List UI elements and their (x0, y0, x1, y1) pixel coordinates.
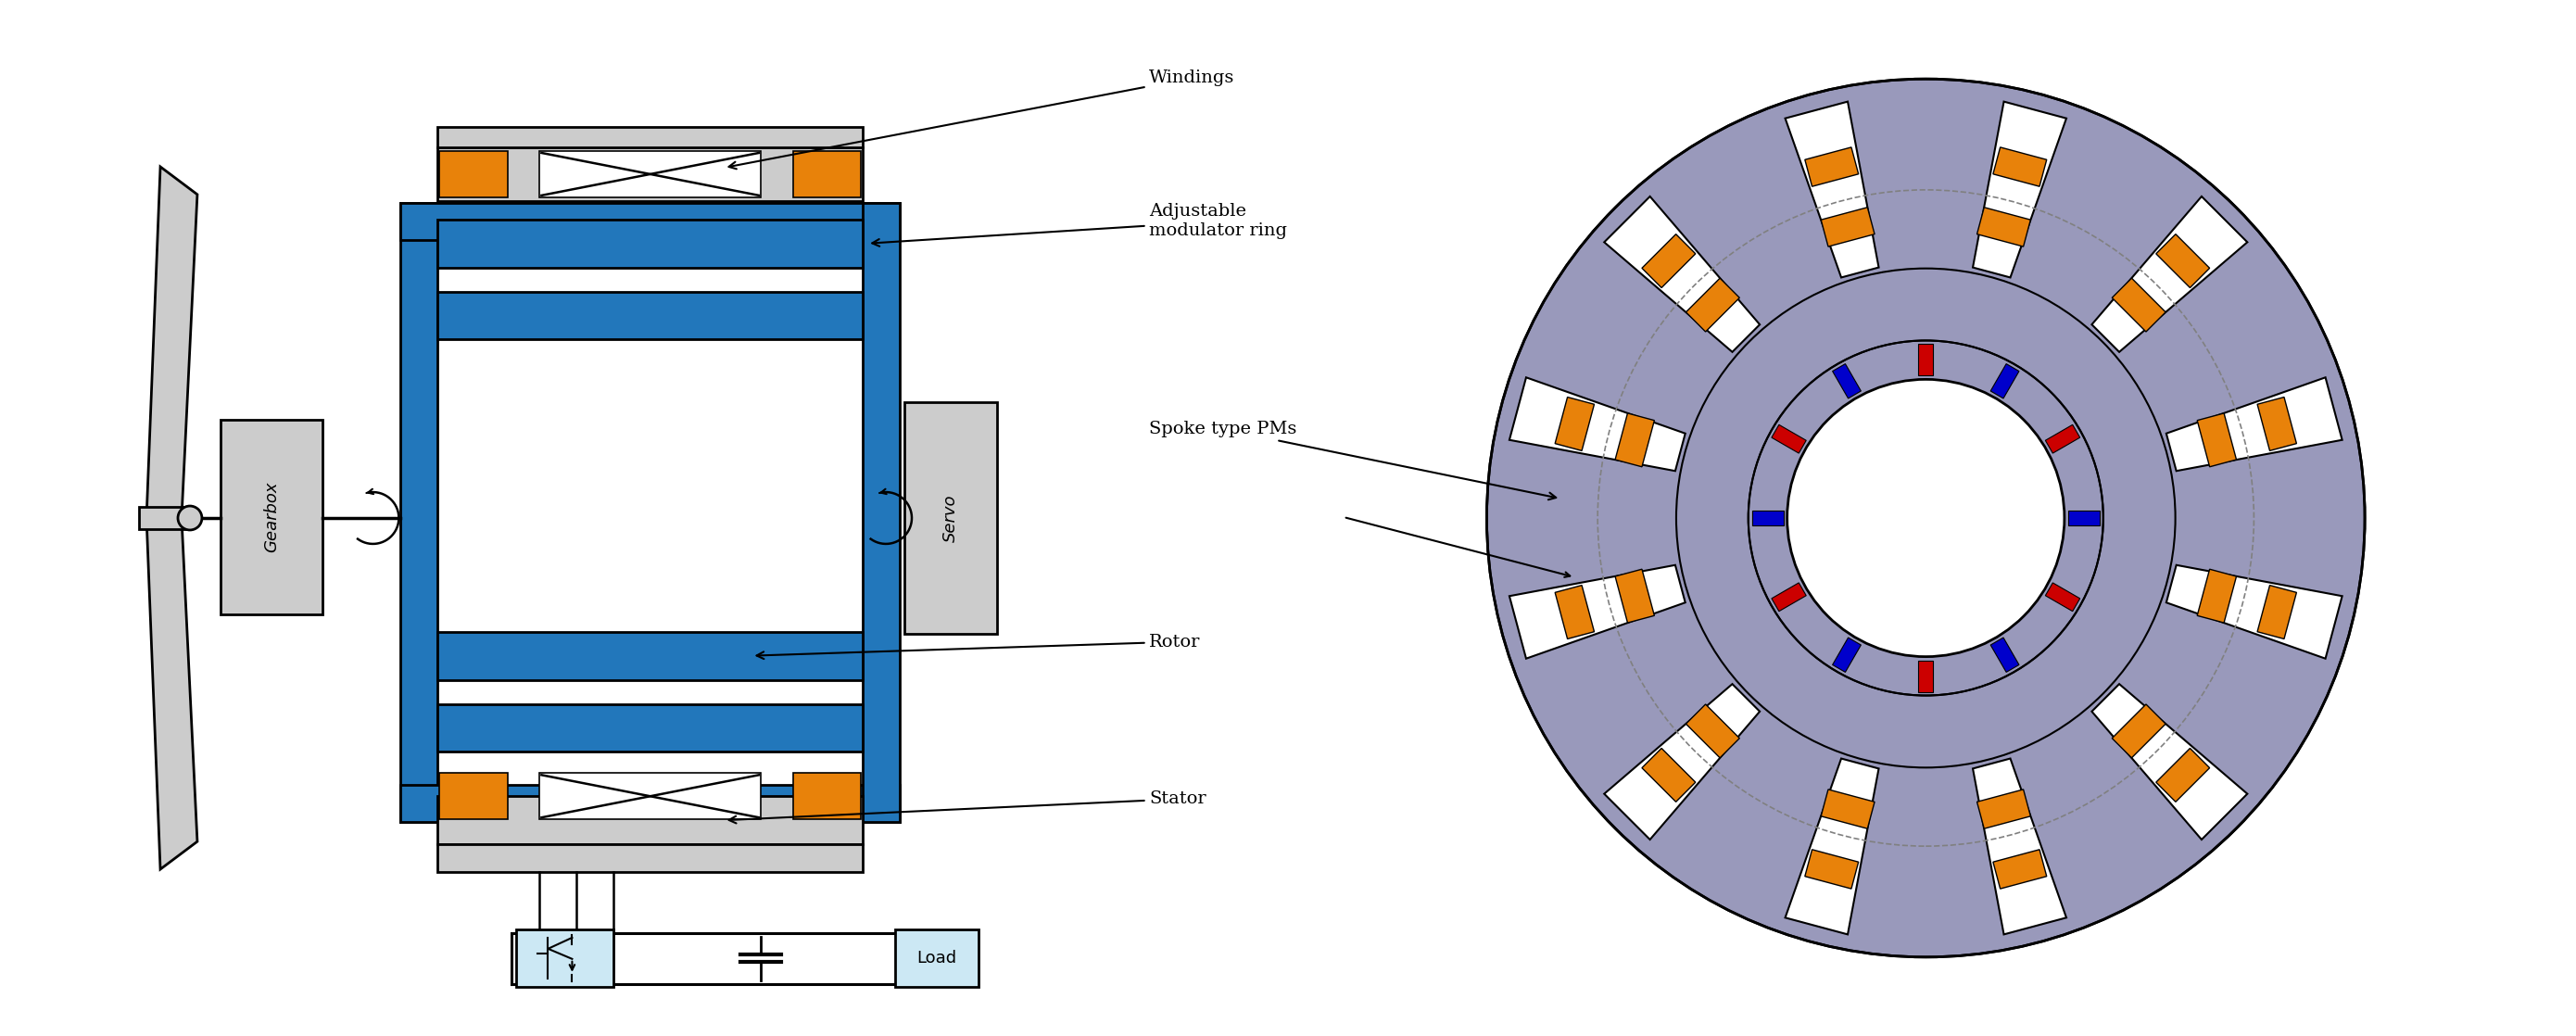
Polygon shape (1994, 147, 2048, 186)
Bar (402, 203, 438, 823)
Polygon shape (1973, 102, 2066, 278)
Circle shape (178, 506, 201, 530)
Bar (896, 929, 979, 986)
Bar (515, 929, 613, 986)
Text: Windings: Windings (729, 69, 1234, 169)
Polygon shape (1772, 425, 1806, 453)
Polygon shape (1991, 637, 2020, 672)
Bar (438, 844, 863, 872)
Bar (438, 220, 863, 267)
Polygon shape (1821, 789, 1875, 829)
Polygon shape (1832, 364, 1860, 399)
Polygon shape (1821, 207, 1875, 247)
Bar (438, 291, 863, 340)
Text: Gearbox: Gearbox (263, 482, 281, 552)
Polygon shape (2045, 583, 2079, 611)
Polygon shape (2112, 278, 2166, 332)
Polygon shape (1605, 684, 1759, 839)
Polygon shape (2092, 197, 2246, 352)
Polygon shape (1994, 850, 2048, 889)
Text: Adjustable
modulator ring: Adjustable modulator ring (873, 203, 1288, 247)
Text: Load: Load (917, 950, 956, 967)
Polygon shape (147, 167, 198, 518)
Bar (438, 797, 863, 844)
Circle shape (1749, 341, 2102, 695)
Circle shape (1788, 379, 2063, 657)
Polygon shape (1752, 511, 1783, 525)
Polygon shape (1685, 278, 1739, 332)
Polygon shape (2257, 585, 2298, 639)
Circle shape (1486, 79, 2365, 957)
Polygon shape (1919, 344, 1932, 376)
Bar (438, 127, 863, 147)
Polygon shape (1510, 565, 1685, 659)
Polygon shape (2197, 413, 2236, 467)
Bar (438, 632, 863, 680)
Bar (438, 147, 863, 201)
Polygon shape (1991, 364, 2020, 399)
Polygon shape (1785, 102, 1878, 278)
Polygon shape (2166, 565, 2342, 659)
Bar (438, 703, 863, 752)
Polygon shape (2197, 569, 2236, 623)
Polygon shape (2092, 684, 2246, 839)
Polygon shape (1832, 637, 1860, 672)
Polygon shape (147, 518, 198, 869)
Bar (222, 420, 322, 614)
Bar (863, 203, 899, 823)
Polygon shape (2156, 748, 2210, 802)
Polygon shape (1641, 234, 1695, 288)
Polygon shape (1641, 748, 1695, 802)
Text: Servo: Servo (943, 494, 958, 542)
Bar (440, 151, 507, 197)
Polygon shape (2166, 377, 2342, 471)
Text: Rotor: Rotor (757, 634, 1200, 659)
Bar (139, 507, 191, 529)
Polygon shape (1976, 789, 2030, 829)
Polygon shape (2045, 425, 2079, 453)
Polygon shape (1605, 197, 1759, 352)
Bar (541, 773, 760, 819)
Polygon shape (1772, 583, 1806, 611)
Polygon shape (1510, 377, 1685, 471)
Polygon shape (2156, 234, 2210, 288)
Bar (541, 151, 760, 197)
Bar (402, 785, 899, 823)
Polygon shape (1973, 758, 2066, 934)
Polygon shape (1615, 569, 1654, 623)
Polygon shape (1685, 704, 1739, 758)
Polygon shape (1806, 850, 1857, 889)
Bar (904, 402, 997, 634)
Polygon shape (2112, 704, 2166, 758)
Polygon shape (1615, 413, 1654, 467)
Polygon shape (1556, 397, 1595, 451)
Polygon shape (1919, 660, 1932, 692)
Bar (793, 773, 860, 819)
Polygon shape (1806, 147, 1857, 186)
Polygon shape (2069, 511, 2099, 525)
Bar (793, 151, 860, 197)
Polygon shape (1976, 207, 2030, 247)
Polygon shape (1785, 758, 1878, 934)
Bar (440, 773, 507, 819)
Polygon shape (1556, 585, 1595, 639)
Bar (402, 203, 899, 239)
Text: Spoke type PMs: Spoke type PMs (1149, 421, 1556, 499)
Polygon shape (2257, 397, 2298, 451)
Text: Stator: Stator (729, 790, 1206, 824)
